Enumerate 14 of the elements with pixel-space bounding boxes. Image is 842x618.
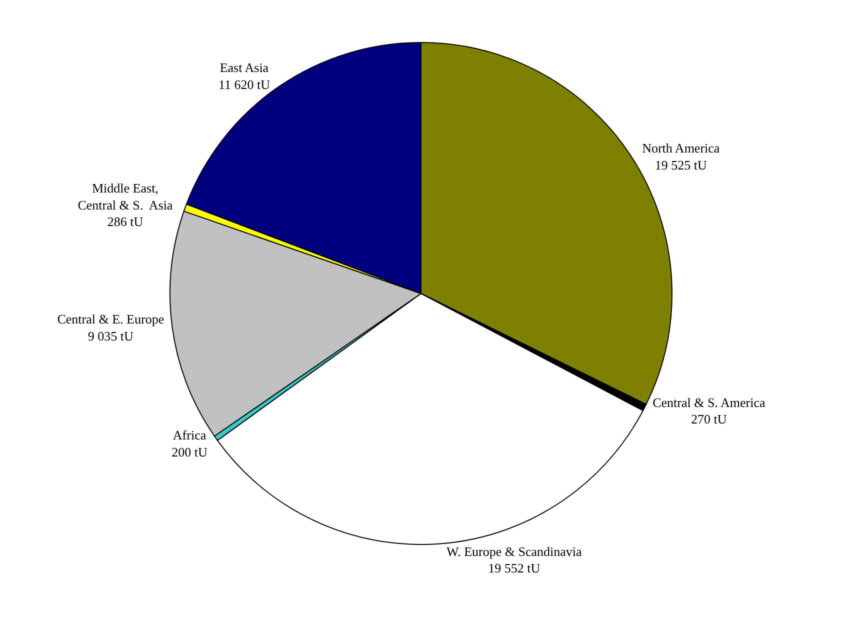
- data-label: 286 tU: [107, 214, 144, 230]
- data-label: 270 tU: [691, 412, 728, 427]
- data-label: 19 525 tU: [654, 157, 708, 172]
- slice-label: Central & S. America: [652, 394, 766, 410]
- slice-label: East Asia: [220, 60, 269, 76]
- data-label: 9 035 tU: [88, 328, 134, 344]
- data-label: 11 620 tU: [218, 76, 271, 92]
- slice-label: Middle East, Central & S. Asia: [78, 180, 173, 212]
- slice-label: W. Europe & Scandinavia: [446, 544, 582, 559]
- slice-label: North America: [642, 140, 720, 156]
- data-label: 19 552 tU: [488, 560, 541, 576]
- slice-label: Central & E. Europe: [57, 312, 164, 327]
- slice-label: Africa: [172, 428, 206, 443]
- data-label: 200 tU: [172, 444, 208, 460]
